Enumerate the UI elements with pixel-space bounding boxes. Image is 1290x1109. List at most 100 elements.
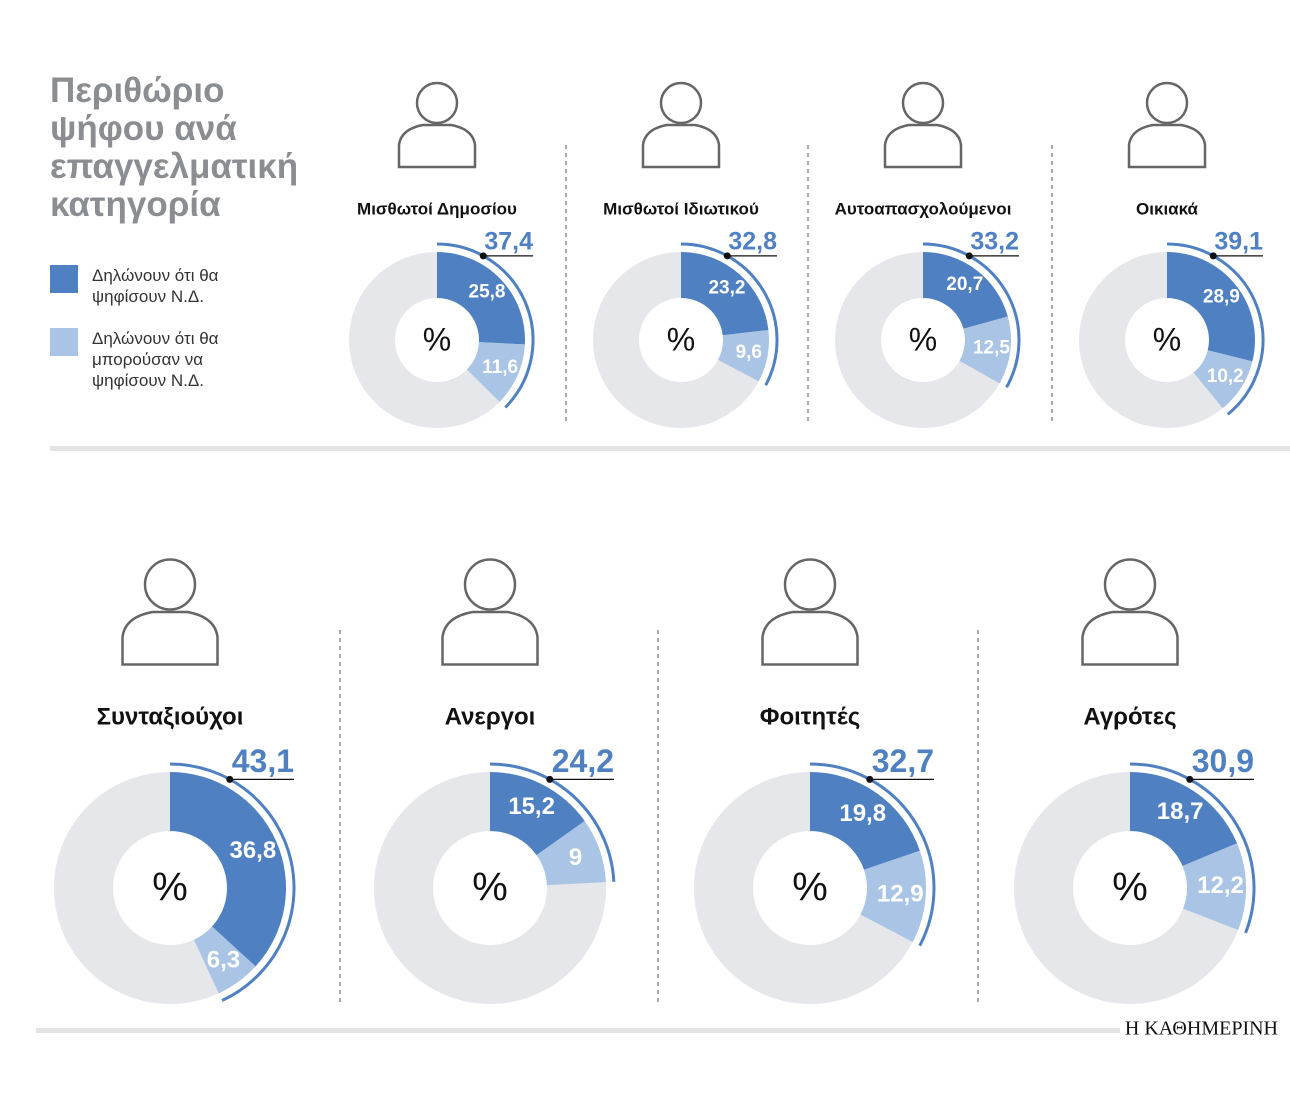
icon — [1127, 123, 1207, 169]
value-label: 25,8 — [469, 281, 506, 302]
legend-swatch — [50, 265, 78, 293]
icon — [397, 123, 477, 169]
leader-dot — [1209, 252, 1217, 260]
total-label: 33,2 — [970, 227, 1019, 255]
legend-entry: Δηλώνουν ότι θα μπορούσαν να ψηφίσουν Ν.… — [50, 328, 257, 391]
leader-dot — [723, 252, 731, 260]
value-label: 12,9 — [877, 880, 924, 907]
value-label: 28,9 — [1203, 287, 1240, 308]
center-label: % — [1112, 866, 1148, 910]
legend-entry: Δηλώνουν ότι θα ψηφίσουν Ν.Δ. — [50, 265, 257, 307]
donut-segment — [959, 316, 1011, 384]
donut-segment — [1193, 350, 1253, 409]
total-label: 43,1 — [232, 743, 294, 779]
category-label: Φοιτητές — [760, 703, 860, 730]
total-label: 32,7 — [872, 743, 934, 779]
total-arc — [680, 242, 779, 386]
center-label: % — [152, 866, 188, 910]
value-label: 12,2 — [1197, 872, 1244, 899]
value-label: 36,8 — [229, 837, 276, 864]
value-label: 23,2 — [708, 278, 745, 299]
icon — [783, 558, 837, 611]
donut-segment — [681, 252, 769, 336]
leader-dot — [965, 252, 973, 260]
icon — [641, 123, 721, 169]
leader-dot — [546, 775, 554, 783]
leader-dot — [479, 252, 487, 260]
icon — [1103, 558, 1157, 611]
icon — [659, 81, 703, 125]
donut-segment — [860, 850, 926, 942]
donut-segment — [1182, 843, 1246, 931]
legend-swatch — [50, 328, 78, 356]
center-label: % — [792, 866, 828, 910]
value-label: 6,3 — [207, 946, 240, 973]
center-label: % — [667, 321, 695, 357]
value-label: 11,6 — [482, 357, 518, 378]
legend-label: Δηλώνουν ότι θα ψηφίσουν Ν.Δ. — [92, 266, 219, 306]
donut-segment — [718, 330, 770, 382]
legend-label: Δηλώνουν ότι θα μπορούσαν να ψηφίσουν Ν.… — [92, 329, 219, 390]
category-label: Συνταξιούχοι — [97, 703, 244, 730]
total-arc — [809, 762, 936, 947]
category-label: Μισθωτοί Δημοσίου — [357, 199, 517, 218]
donut-segment — [193, 926, 256, 994]
total-arc — [489, 762, 616, 882]
total-label: 30,9 — [1192, 743, 1254, 779]
center-label: % — [423, 321, 451, 357]
center-label: % — [472, 866, 508, 910]
leader-dot — [1186, 775, 1194, 783]
donut-segment — [536, 821, 606, 886]
total-label: 37,4 — [484, 227, 533, 255]
center-label: % — [1153, 321, 1181, 357]
donut-segment — [1130, 772, 1238, 867]
divider — [50, 446, 1290, 451]
value-label: 9 — [569, 844, 582, 871]
value-label: 19,8 — [839, 800, 886, 827]
icon — [143, 558, 197, 611]
category-label: Αγρότες — [1083, 703, 1176, 730]
leader-dot — [226, 775, 234, 783]
icon — [441, 610, 539, 666]
divider — [36, 1028, 1120, 1033]
donut-segment — [490, 772, 585, 856]
icon — [415, 81, 459, 125]
total-arc — [436, 242, 535, 409]
total-arc — [1166, 242, 1265, 416]
total-arc — [922, 242, 1021, 389]
total-arc — [1129, 762, 1256, 934]
value-label: 18,7 — [1157, 798, 1204, 825]
value-label: 10,2 — [1207, 366, 1244, 387]
donut-segment — [923, 252, 1008, 329]
donut-segment — [1167, 252, 1255, 362]
donut-segment — [437, 252, 525, 345]
center-label: % — [909, 321, 937, 357]
icon — [121, 610, 219, 666]
icon — [901, 81, 945, 125]
donut-segment — [170, 772, 287, 967]
category-label: Μισθωτοί Ιδιωτικού — [603, 199, 759, 218]
category-label: Αυτοαπασχολούμενοι — [835, 199, 1012, 218]
category-label: Οικιακά — [1136, 199, 1199, 218]
category-label: Ανεργοι — [445, 703, 536, 730]
value-label: 12,5 — [973, 337, 1010, 358]
total-label: 39,1 — [1214, 227, 1263, 255]
icon — [761, 610, 859, 666]
value-label: 15,2 — [508, 793, 555, 820]
chart-title: Περιθώριο ψήφου ανά επαγγελματική κατηγο… — [50, 71, 299, 224]
leader-dot — [866, 775, 874, 783]
icon — [1081, 610, 1179, 666]
total-label: 24,2 — [552, 743, 614, 779]
total-arc — [169, 762, 296, 1002]
total-label: 32,8 — [728, 227, 777, 255]
value-label: 20,7 — [946, 274, 983, 295]
donut-segment — [466, 342, 525, 402]
icon — [1145, 81, 1189, 125]
icon — [883, 123, 963, 169]
donut-segment — [810, 772, 920, 870]
source: Η ΚΑΘΗΜΕΡΙΝΗ — [1125, 1018, 1278, 1040]
icon — [463, 558, 517, 611]
value-label: 9,6 — [736, 342, 762, 363]
